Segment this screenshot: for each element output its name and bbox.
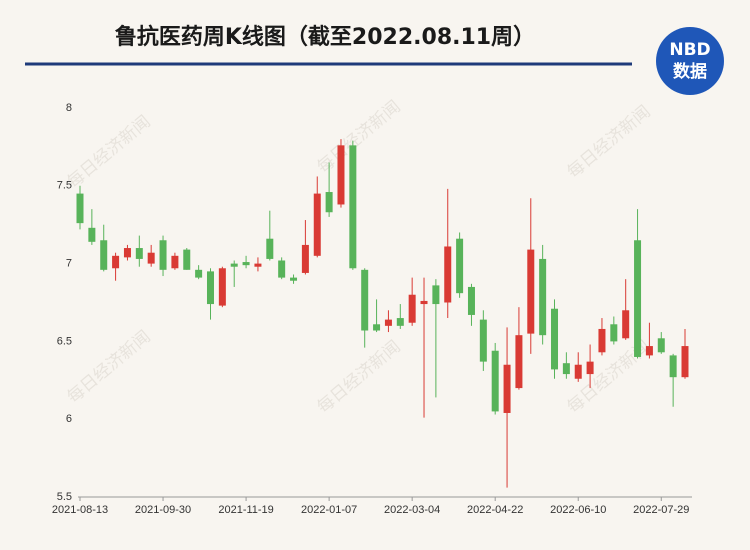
candle-body <box>491 350 499 412</box>
candle-body <box>444 246 452 303</box>
candle-body <box>183 249 191 270</box>
candle-body <box>230 263 238 267</box>
candle-body <box>206 271 214 305</box>
x-tick-label: 2022-01-07 <box>301 504 357 516</box>
candle-body <box>112 255 120 269</box>
candle-body <box>171 255 179 269</box>
candle-body <box>254 263 262 267</box>
watermark: 每日经济新闻 <box>314 337 405 418</box>
candle-body <box>147 252 155 264</box>
logo <box>656 27 724 95</box>
candle-body <box>420 300 428 305</box>
watermark: 每日经济新闻 <box>64 327 155 408</box>
y-tick-label: 8 <box>66 102 72 114</box>
x-tick-label: 2021-11-19 <box>218 504 273 516</box>
watermark: 每日经济新闻 <box>64 112 155 193</box>
candle-body <box>432 285 440 305</box>
candle-body <box>384 319 392 326</box>
candle-body <box>159 240 167 270</box>
x-tick-label: 2022-07-29 <box>633 504 689 516</box>
candle-body <box>515 335 523 389</box>
candle-body <box>301 244 309 273</box>
candle-body <box>266 238 274 259</box>
logo-text: 数据 <box>673 61 707 82</box>
candle-body <box>562 363 570 375</box>
watermark: 每日经济新闻 <box>314 97 405 178</box>
candle-body <box>622 310 630 339</box>
candle-body <box>503 364 511 413</box>
candle-body <box>408 294 416 323</box>
candle-body <box>325 192 333 213</box>
y-tick-label: 7.5 <box>57 180 72 192</box>
candle-body <box>373 324 381 331</box>
candle-body <box>313 193 321 256</box>
chart-title: 鲁抗医药周K线图（截至2022.08.11周） <box>114 24 535 50</box>
logo-text: NBD <box>669 40 710 60</box>
y-tick-label: 6.5 <box>57 335 72 347</box>
x-tick-label: 2021-09-30 <box>135 504 191 516</box>
candle-body <box>669 355 677 378</box>
candle-body <box>135 248 143 259</box>
candle-body <box>586 361 594 375</box>
candle-body <box>76 193 84 224</box>
candle-body <box>539 258 547 336</box>
watermark: 每日经济新闻 <box>564 102 655 183</box>
y-tick-label: 6 <box>66 413 72 425</box>
y-tick-label: 7 <box>66 258 72 270</box>
candle-body <box>598 328 606 353</box>
candle-body <box>195 269 203 278</box>
candle-body <box>242 262 250 266</box>
candle-body <box>527 249 535 334</box>
candle-body <box>100 240 108 270</box>
candle-body <box>657 338 665 353</box>
candle-body <box>123 248 131 258</box>
x-tick-label: 2022-06-10 <box>550 504 606 516</box>
candle-body <box>681 346 689 378</box>
candle-body <box>645 346 653 356</box>
y-tick-label: 5.5 <box>57 491 72 503</box>
candle-body <box>218 268 226 306</box>
candle-body <box>551 308 559 370</box>
candle-body <box>634 240 642 357</box>
candle-body <box>479 319 487 362</box>
candle-body <box>610 324 618 342</box>
x-tick-label: 2022-04-22 <box>467 504 523 516</box>
candle-body <box>574 364 582 379</box>
candle-body <box>456 238 464 294</box>
candle-body <box>337 145 345 205</box>
candle-body <box>278 260 286 278</box>
candle-body <box>361 269 369 331</box>
x-tick-label: 2021-08-13 <box>52 504 108 516</box>
candle-body <box>467 286 475 315</box>
candle-body <box>396 318 404 326</box>
candle-body <box>88 227 96 242</box>
candle-body <box>290 277 298 281</box>
candle-body <box>349 145 357 269</box>
x-tick-label: 2022-03-04 <box>384 504 440 516</box>
